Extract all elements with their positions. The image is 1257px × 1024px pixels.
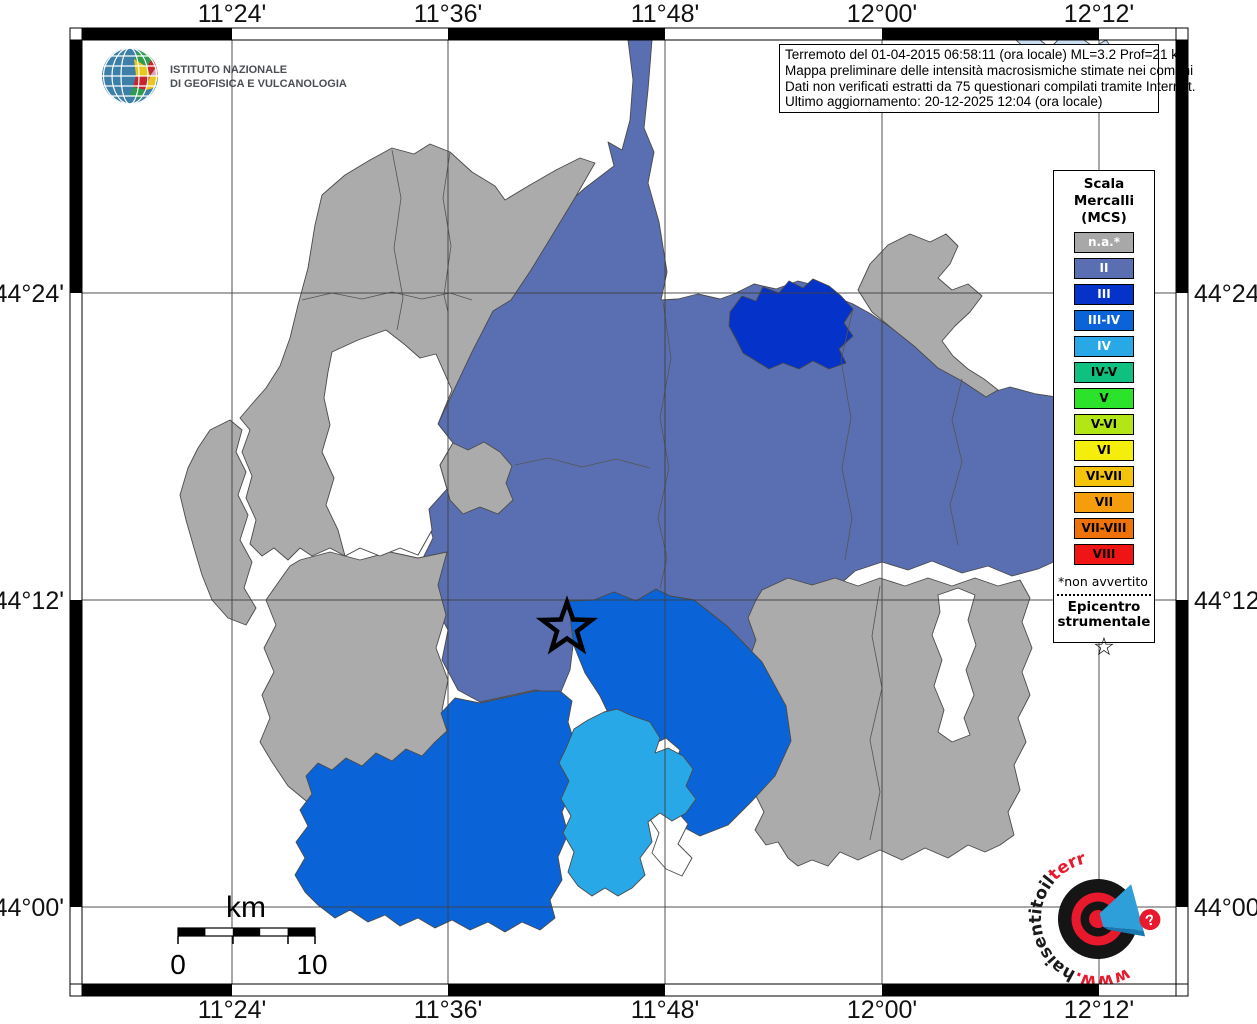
ingv-name-line1: ISTITUTO NAZIONALE	[170, 64, 287, 76]
legend-item-iii: III	[1074, 284, 1134, 305]
scale-bar-unit: km	[226, 891, 266, 924]
ingv-name-line2: DI GEOFISICA E VULCANOLOGIA	[170, 78, 347, 90]
legend-item-v-vi: V-VI	[1074, 414, 1134, 435]
legend-item-vi-vii: VI-VII	[1074, 466, 1134, 487]
lon-label-top-0: 11°24'	[198, 0, 267, 28]
legend-epicenter-label: Epicentro strumentale	[1057, 599, 1151, 630]
earthquake-info-box: Terremoto del 01-04-2015 06:58:11 (ora l…	[779, 44, 1196, 114]
lat-label-right-0: 44°24'	[1194, 280, 1257, 308]
lon-label-bottom-4: 12°12'	[1064, 996, 1134, 1024]
region-unsurveyed-hole	[321, 329, 454, 557]
lon-label-top-1: 11°36'	[414, 0, 483, 28]
region-unsurveyed-channel	[931, 587, 977, 743]
question-mark: ?	[1144, 911, 1157, 930]
legend-item-na: n.a.*	[1074, 232, 1134, 253]
lon-label-bottom-1: 11°36'	[414, 996, 483, 1024]
legend-note: *non avvertito	[1058, 574, 1148, 589]
epicenter-star	[535, 595, 599, 655]
lon-label-top-3: 12°00'	[847, 0, 917, 28]
lon-label-bottom-3: 12°00'	[847, 996, 917, 1024]
info-line-data-source: Dati non verificati estratti da 75 quest…	[785, 78, 1196, 94]
legend-item-vii: VII	[1074, 492, 1134, 513]
legend-item-ii: II	[1074, 258, 1134, 279]
question-badge	[1139, 909, 1161, 931]
region-na-west-hook	[179, 419, 257, 626]
scale-bar: km 0 10	[170, 891, 327, 980]
scale-bar-end: 10	[296, 949, 327, 980]
map-frame	[69, 27, 1189, 997]
scale-bar-start: 0	[170, 949, 186, 980]
lat-label-right-1: 44°12'	[1194, 587, 1257, 615]
region-na-southeast	[747, 577, 1033, 867]
info-line-updated: Ultimo aggiornamento: 20-12-2025 12:04 (…	[785, 94, 1103, 110]
megaphone-shadow	[1103, 926, 1146, 937]
legend-item-viii: VIII	[1074, 544, 1134, 565]
lon-label-bottom-0: 11°24'	[198, 996, 267, 1024]
epicenter-star-icon: ☆	[1092, 632, 1116, 661]
legend-item-iii-iv: III-IV	[1074, 310, 1134, 331]
ingv-logo: ISTITUTO NAZIONALE DI GEOFISICA E VULCAN…	[102, 48, 347, 104]
lat-label-right-2: 44°00'	[1194, 894, 1257, 922]
lat-label-left-1: 44°12'	[0, 587, 64, 615]
legend-item-v: V	[1074, 388, 1134, 409]
info-line-event: Terremoto del 01-04-2015 06:58:11 (ora l…	[785, 47, 1190, 62]
legend-item-vii-viii: VII-VIII	[1074, 518, 1134, 539]
legend-item-iv: IV	[1074, 336, 1134, 357]
lat-label-left-0: 44°24'	[0, 280, 64, 308]
region-na-northeast	[857, 233, 999, 398]
legend: Scala Mercalli (MCS) n.a.* II III III-IV…	[1053, 170, 1155, 660]
legend-title: Scala Mercalli (MCS)	[1073, 176, 1135, 226]
lat-label-left-2: 44°00'	[0, 894, 64, 922]
legend-item-vi: VI	[1074, 440, 1134, 461]
legend-separator	[1057, 594, 1151, 596]
info-line-map-type: Mappa preliminare delle intensità macros…	[785, 62, 1194, 78]
region-intensity-iv	[558, 708, 697, 897]
megaphone-icon	[1099, 884, 1144, 931]
municipal-boundaries	[301, 149, 963, 841]
lon-label-top-4: 12°12'	[1064, 0, 1134, 28]
legend-item-iv-v: IV-V	[1074, 362, 1134, 383]
lon-label-bottom-2: 11°48'	[631, 996, 700, 1024]
lon-label-top-2: 11°48'	[631, 0, 700, 28]
